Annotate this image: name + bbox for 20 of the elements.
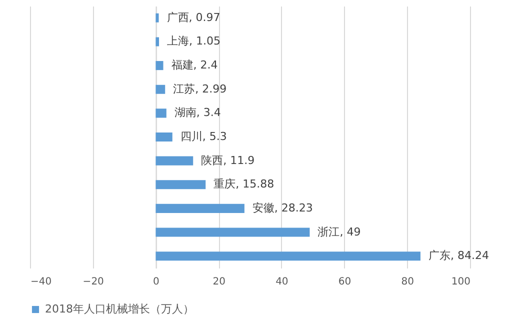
legend-label: 2018年人口机械增长（万人） xyxy=(45,302,194,316)
x-tick-label: 60 xyxy=(338,276,352,288)
text: 广东, 84.24 xyxy=(428,249,489,262)
x-tick-label: −40 xyxy=(30,276,52,288)
text: 安徽, 28.23 xyxy=(252,201,313,214)
x-tick-label: 80 xyxy=(401,276,414,288)
text: 湖南, 3.4 xyxy=(174,106,221,120)
x-tick-label: 40 xyxy=(276,276,288,288)
text: 上海, 1.05 xyxy=(167,34,221,48)
text: 四川, 5.3 xyxy=(180,130,227,143)
text: 浙江, 49 xyxy=(318,225,361,238)
text: 广西, 0.97 xyxy=(166,10,220,24)
x-tick-label: −20 xyxy=(82,276,104,288)
text: 陕西, 11.9 xyxy=(201,154,255,167)
x-tick-label: 100 xyxy=(451,276,470,288)
text: 福建, 2.4 xyxy=(171,58,218,72)
x-tick-label: 20 xyxy=(212,276,226,288)
text: 重庆, 15.88 xyxy=(214,178,274,191)
x-tick-label: 0 xyxy=(153,276,160,288)
text: 江苏, 2.99 xyxy=(173,82,227,96)
